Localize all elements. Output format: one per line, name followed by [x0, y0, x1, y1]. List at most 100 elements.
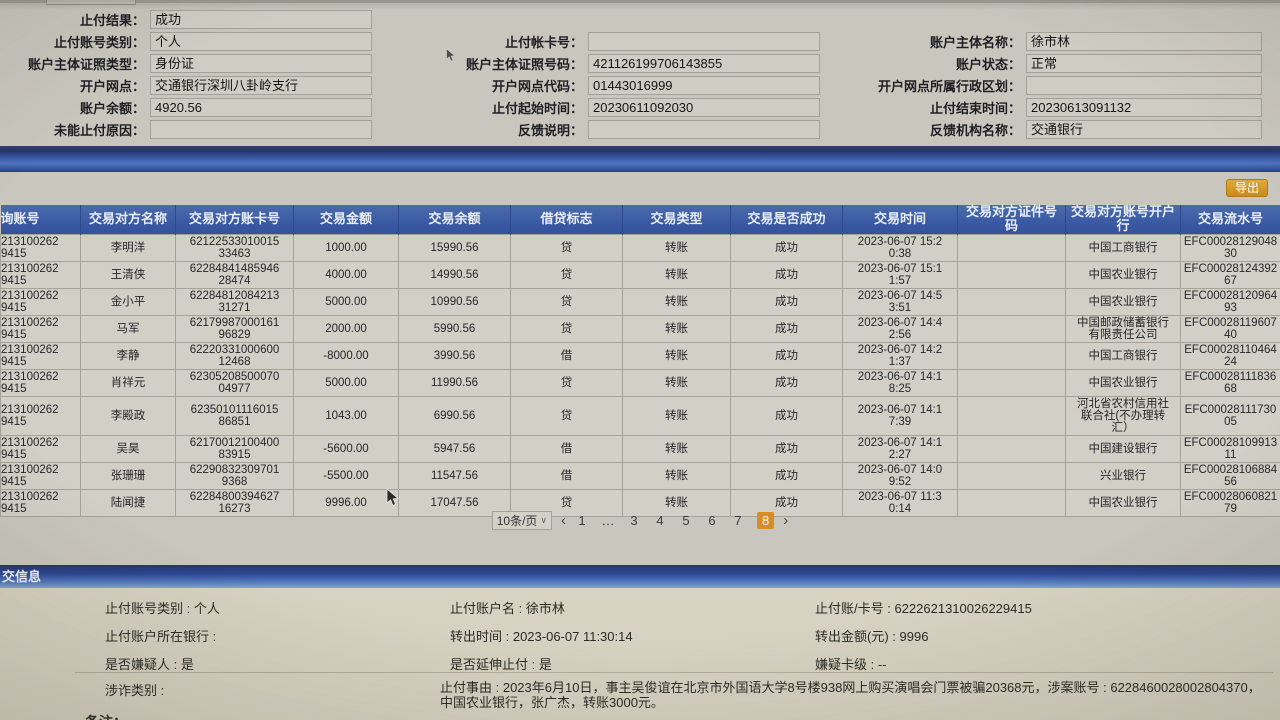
column-header: 交易对方账号开户 行: [1065, 205, 1181, 234]
cell-account: 213100262 9415: [0, 461, 81, 490]
cell-time: 2023-06-07 14:1 8:25: [842, 368, 958, 397]
cell-serial: EFC00028129048 30: [1180, 233, 1280, 262]
cell-success: 成功: [730, 287, 843, 316]
cell-serial: EFC00028060821 79: [1180, 488, 1280, 517]
subject-name-value: 徐市林: [1026, 31, 1262, 51]
cell-amount: -5600.00: [293, 434, 399, 463]
divider: [75, 672, 1273, 673]
cell-time: 2023-06-07 14:1 2:27: [842, 434, 958, 463]
page-button[interactable]: 8: [757, 511, 775, 529]
column-header: 交易金额: [293, 205, 399, 234]
cell-success: 成功: [730, 341, 843, 370]
table-row[interactable]: 213100262 9415 肖祥元 62305208500070 04977 500…: [0, 368, 1280, 397]
page-button[interactable]: 6: [708, 512, 716, 528]
page-button[interactable]: 3: [630, 512, 638, 528]
cert-no-label: 账户主体证照号码：: [465, 56, 583, 72]
cell-cert: [957, 368, 1066, 397]
cell-card: 62284812084213 31271: [175, 287, 294, 316]
cell-card: 62350101116015 86851: [175, 395, 294, 436]
cell-serial: EFC00028119607 40: [1180, 314, 1280, 343]
table-header-row: 询账号 交易对方名称 交易对方账卡号 交易金额 交易余额 借贷标志 交易类型 交易是否成功 交易…: [0, 205, 1280, 234]
cell-cert: [957, 434, 1066, 463]
page-button[interactable]: 7: [734, 512, 742, 528]
table-row[interactable]: 213100262 9415 李静 62220331000600 12468 -800…: [0, 341, 1280, 370]
prev-page-icon[interactable]: ‹: [561, 511, 567, 529]
cell-cert: [957, 395, 1066, 436]
table-row[interactable]: 213100262 9415 陆闻捷 62284800394627 16273 999…: [0, 488, 1280, 517]
table-row[interactable]: 213100262 9415 马军 62179987000161 96829 2000…: [0, 314, 1280, 343]
cell-amount: 5000.00: [293, 287, 399, 316]
bottom-is-extended: 是否延伸止付 : 是: [450, 657, 552, 672]
bottom-card-no: 止付账/卡号 : 6222621310026229415: [815, 601, 1032, 616]
cell-card: 62122533010015 33463: [175, 233, 294, 262]
table-row[interactable]: 213100262 9415 吴昊 62170012100400 83915 -560…: [0, 434, 1280, 463]
cell-flag: 贷: [510, 287, 623, 316]
table-row[interactable]: 213100262 9415 李殿政 62350101116015 86851 104…: [0, 395, 1280, 436]
cell-balance: 5990.56: [398, 314, 511, 343]
mouse-cursor-small-icon: [446, 48, 456, 62]
export-button[interactable]: 导出: [1225, 179, 1268, 197]
cell-cert: [957, 341, 1066, 370]
cert-type-value: 身份证: [150, 53, 372, 73]
cell-bank: 中国农业银行: [1065, 287, 1181, 316]
cell-success: 成功: [730, 461, 843, 490]
stop-acct-type-label: 止付账号类别：: [53, 34, 145, 50]
page-button[interactable]: 5: [682, 512, 690, 528]
cell-serial: EFC00028109913 11: [1180, 434, 1280, 463]
cell-success: 成功: [730, 233, 843, 262]
table-row[interactable]: 213100262 9415 金小平 62284812084213 31271 500…: [0, 287, 1280, 316]
cell-account: 213100262 9415: [0, 314, 81, 343]
start-time-value: 20230611092030: [588, 97, 820, 117]
cell-balance: 3990.56: [398, 341, 511, 370]
cell-cert: [957, 260, 1066, 289]
cell-type: 转账: [622, 341, 731, 370]
feedback-org-value: 交通银行: [1026, 119, 1262, 139]
stop-result-value: 成功: [150, 9, 372, 29]
cell-flag: 贷: [510, 314, 623, 343]
cell-time: 2023-06-07 14:4 2:56: [842, 314, 958, 343]
cell-balance: 11990.56: [398, 368, 511, 397]
cell-type: 转账: [622, 287, 731, 316]
feedback-note-value: [588, 119, 820, 139]
table-row[interactable]: 213100262 9415 王清侠 62284841485946 28474 400…: [0, 260, 1280, 289]
bottom-acct-type: 止付账号类别 : 个人: [105, 601, 220, 616]
cell-card: 62179987000161 96829: [175, 314, 294, 343]
cell-time: 2023-06-07 11:3 0:14: [842, 488, 958, 517]
column-header: 交易对方账卡号: [175, 205, 294, 234]
cell-bank: 中国工商银行: [1065, 341, 1181, 370]
cell-balance: 11547.56: [398, 461, 511, 490]
cell-amount: 2000.00: [293, 314, 399, 343]
page-size-select[interactable]: 10条/页 ∨: [491, 510, 553, 530]
page-button[interactable]: 4: [656, 512, 664, 528]
cell-serial: EFC00028124392 67: [1180, 260, 1280, 289]
cell-bank: 中国建设银行: [1065, 434, 1181, 463]
cell-account: 213100262 9415: [0, 395, 81, 436]
acct-status-label: 账户状态：: [955, 56, 1021, 72]
column-header: 交易是否成功: [730, 205, 843, 234]
cell-account: 213100262 9415: [0, 434, 81, 463]
cell-account: 213100262 9415: [0, 341, 81, 370]
cell-name: 吴昊: [80, 434, 176, 463]
cell-success: 成功: [730, 395, 843, 436]
mouse-cursor-icon: [386, 488, 399, 507]
cert-type-label: 账户主体证照类型：: [27, 56, 145, 72]
cell-type: 转账: [622, 368, 731, 397]
page-button[interactable]: 1: [578, 512, 586, 528]
start-time-label: 止付起始时间：: [491, 100, 583, 116]
cell-bank: 河北省农村信用社 联合社(不办理转 汇）: [1065, 395, 1181, 436]
end-time-value: 20230613091132: [1026, 97, 1262, 117]
table-row[interactable]: 213100262 9415 李明洋 62122533010015 33463 100…: [0, 233, 1280, 262]
cell-flag: 贷: [510, 368, 623, 397]
next-page-icon[interactable]: ›: [783, 511, 789, 529]
table-row[interactable]: 213100262 9415 张珊珊 62290832309701 9368 -550…: [0, 461, 1280, 490]
cell-name: 肖祥元: [80, 368, 176, 397]
stop-reason-text: 止付事由 : 2023年6月10日，事主吴俊谊在北京市外国语大学8号楼938网上…: [440, 680, 1261, 710]
cell-amount: 4000.00: [293, 260, 399, 289]
cell-type: 转账: [622, 461, 731, 490]
fail-reason-value: [150, 119, 372, 139]
cell-amount: 1000.00: [293, 233, 399, 262]
end-time-label: 止付结束时间：: [929, 100, 1021, 116]
cert-no-value: 421126199706143855: [588, 53, 820, 73]
table-body: 213100262 9415 李明洋 62122533010015 33463 100…: [0, 233, 1280, 517]
cell-balance: 15990.56: [398, 233, 511, 262]
